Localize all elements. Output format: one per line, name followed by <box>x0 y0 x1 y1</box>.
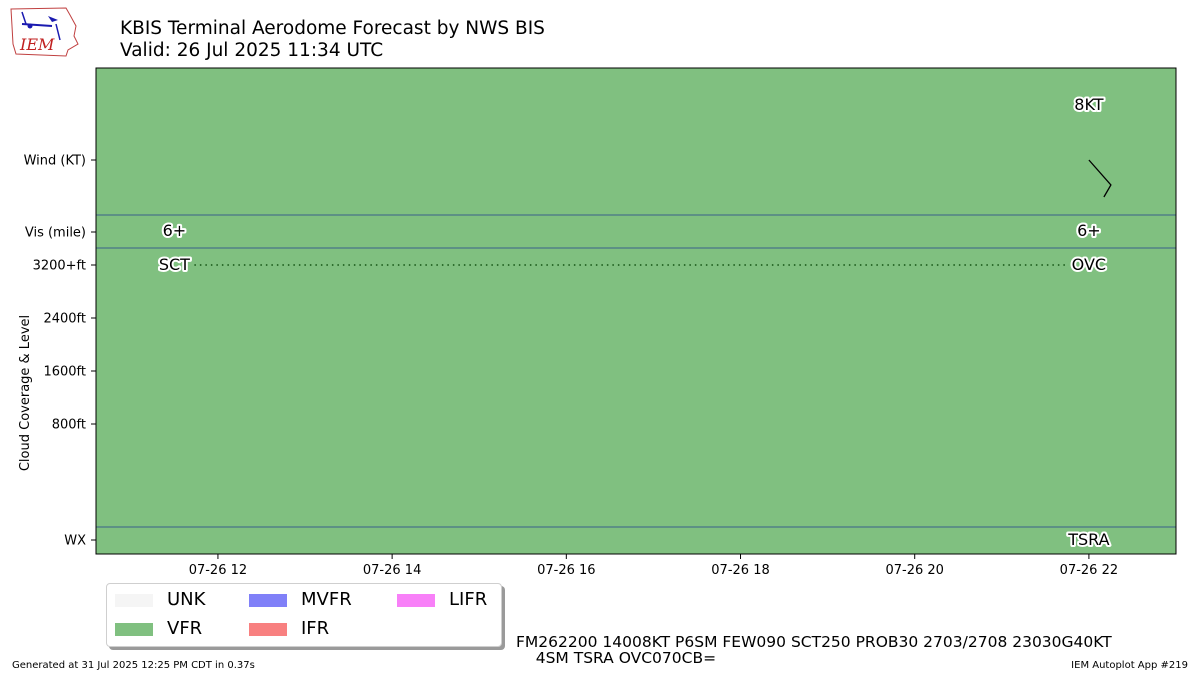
legend-item-lifr: LIFR <box>397 590 487 610</box>
plot-frame <box>95 67 1177 555</box>
legend-swatch-unk <box>115 593 153 607</box>
legend-swatch-vfr <box>115 622 153 636</box>
cloud-layer-sct: SCT <box>159 255 190 274</box>
legend-swatch-mvfr <box>249 593 287 607</box>
app-footer: IEM Autoplot App #219 <box>1071 660 1188 671</box>
y-cloud-1-label: 2400ft <box>43 312 86 327</box>
x-tick-label: 07-26 18 <box>711 563 769 578</box>
legend-label-vfr: VFR <box>167 618 203 639</box>
x-tick-label: 07-26 16 <box>537 563 595 578</box>
legend-label-ifr: IFR <box>301 618 330 639</box>
legend-label-mvfr: MVFR <box>301 589 352 610</box>
generated-footer: Generated at 31 Jul 2025 12:25 PM CDT in… <box>12 660 255 671</box>
legend-label-lifr: LIFR <box>449 589 488 610</box>
wind-speed-label-1: 8KT <box>1074 95 1103 114</box>
taf-line-2: 4SM TSRA OVC070CB= <box>535 649 717 667</box>
legend-swatch-ifr <box>249 622 287 636</box>
legend-label-unk: UNK <box>167 589 206 610</box>
y-vis-label: Vis (mile) <box>25 226 86 241</box>
vis-label-2: 6+ <box>1077 221 1101 240</box>
legend-item-vfr: VFR <box>115 619 202 639</box>
wind-barb-1 <box>1088 159 1112 198</box>
vis-label-1: 6+ <box>163 221 187 240</box>
x-tick-label: 07-26 20 <box>885 563 943 578</box>
wx-label-1: TSRA <box>1067 530 1109 549</box>
x-tick-label: 07-26 22 <box>1060 563 1118 578</box>
x-tick-label: 07-26 12 <box>189 563 247 578</box>
legend-swatch-lifr <box>397 593 435 607</box>
legend-item-ifr: IFR <box>249 619 329 639</box>
y-wx-label: WX <box>64 534 86 549</box>
legend-item-mvfr: MVFR <box>249 590 352 610</box>
taf-line-1: FM262200 14008KT P6SM FEW090 SCT250 PROB… <box>516 633 1112 651</box>
iem-logo-text: IEM <box>19 35 55 54</box>
cloud-layer-ovc: OVC <box>1072 255 1106 274</box>
legend-item-unk: UNK <box>115 590 205 610</box>
chart-subtitle: Valid: 26 Jul 2025 11:34 UTC <box>120 40 384 61</box>
chart-title: KBIS Terminal Aerodome Forecast by NWS B… <box>120 18 545 39</box>
taf-text: FM262200 14008KT P6SM FEW090 SCT250 PROB… <box>516 634 1112 666</box>
iem-logo: IEM <box>8 6 80 58</box>
y-wind-label: Wind (KT) <box>24 154 86 169</box>
y-cloud-3-label: 800ft <box>52 418 86 433</box>
y-cloud-2-label: 1600ft <box>43 365 86 380</box>
x-tick-label: 07-26 14 <box>363 563 421 578</box>
y-cloud-0-label: 3200+ft <box>33 259 86 274</box>
legend: UNK VFR MVFR IFR LIFR <box>106 583 502 647</box>
plot-background <box>96 68 1176 554</box>
y-axis-label: Cloud Coverage & Level <box>18 315 33 471</box>
